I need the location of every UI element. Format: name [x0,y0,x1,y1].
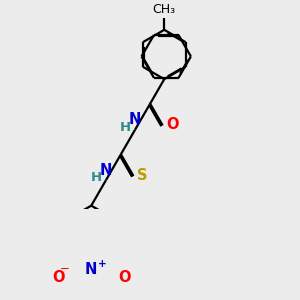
Text: CH₃: CH₃ [153,2,176,16]
Text: +: + [98,259,106,269]
Text: O: O [166,117,178,132]
Text: S: S [137,168,147,183]
Text: N: N [129,112,141,127]
Text: H: H [120,121,131,134]
Text: −: − [60,262,70,275]
Text: H: H [91,171,102,184]
Text: N: N [85,262,98,277]
Text: O: O [52,270,64,285]
Text: N: N [100,163,112,178]
Text: O: O [118,270,130,285]
